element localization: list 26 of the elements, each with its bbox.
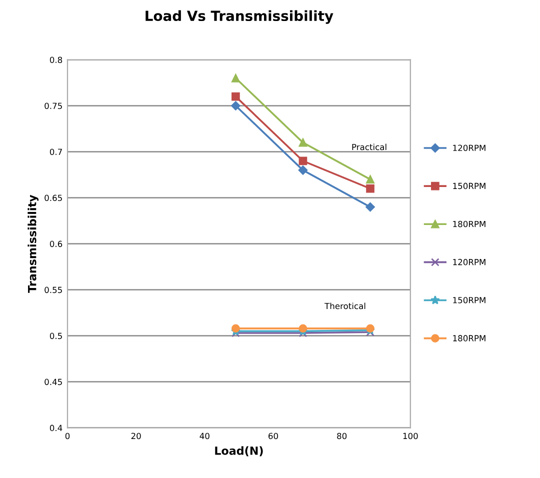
y-axis-title: Transmissibility — [28, 194, 39, 293]
x-tick-label: 0 — [65, 432, 70, 440]
legend-label: 150RPM — [453, 296, 486, 304]
y-tick-label: 0.5 — [50, 332, 62, 340]
y-tick-label: 0.55 — [44, 286, 62, 294]
y-tick-label: 0.8 — [50, 56, 62, 64]
y-tick-label: 0.4 — [50, 424, 62, 432]
annotation: Therotical — [324, 302, 366, 310]
legend-label: 180RPM — [453, 335, 486, 342]
y-tick-label: 0.75 — [44, 102, 62, 110]
x-tick-label: 80 — [337, 432, 347, 440]
x-tick-label: 100 — [403, 432, 418, 440]
x-axis-title: Load(N) — [215, 446, 263, 456]
legend-label: 180RPM — [453, 220, 486, 228]
x-tick-label: 20 — [131, 432, 141, 440]
legend-label: 120RPM — [453, 144, 486, 152]
y-tick-label: 0.65 — [44, 194, 62, 202]
annotation: Practical — [352, 144, 386, 150]
y-tick-label: 0.45 — [44, 378, 62, 386]
x-tick-label: 60 — [268, 432, 278, 440]
y-tick-label: 0.7 — [50, 148, 62, 156]
legend-label: 150RPM — [453, 182, 486, 190]
legend-label: 120RPM — [453, 258, 486, 266]
chart-title: Load Vs Transmissibility — [146, 10, 334, 24]
y-tick-label: 0.6 — [50, 240, 62, 248]
x-tick-label: 40 — [200, 432, 210, 440]
